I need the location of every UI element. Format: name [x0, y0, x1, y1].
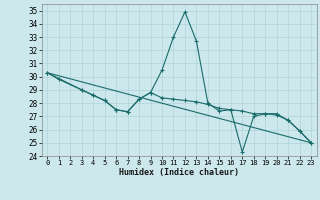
- X-axis label: Humidex (Indice chaleur): Humidex (Indice chaleur): [119, 168, 239, 177]
